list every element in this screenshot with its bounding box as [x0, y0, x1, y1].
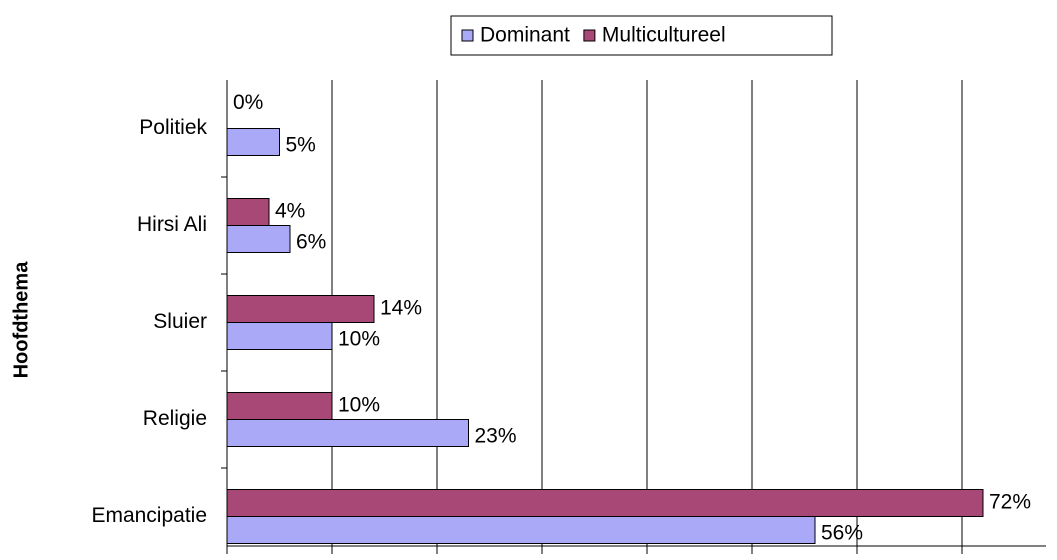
y-tick-label: Hirsi Ali [137, 213, 207, 236]
bar [226, 225, 291, 253]
data-label: 23% [475, 425, 517, 448]
bar [226, 198, 270, 226]
data-label: 14% [380, 297, 422, 320]
bar [226, 295, 375, 323]
legend-swatch [583, 29, 596, 42]
legend-swatch [461, 29, 474, 42]
bar [226, 516, 816, 544]
data-label: 4% [275, 200, 305, 223]
data-label: 10% [338, 394, 380, 417]
y-tick-label: Religie [143, 407, 207, 430]
bar [226, 489, 984, 517]
legend-label: Multicultureel [602, 24, 726, 47]
bar [226, 392, 333, 420]
y-tick-label: Emancipatie [91, 504, 207, 527]
data-label: 56% [821, 522, 863, 545]
data-label: 0% [233, 91, 263, 114]
bar [226, 322, 333, 350]
y-tick-label: Politiek [139, 116, 207, 139]
bar [226, 128, 280, 156]
data-label: 5% [286, 134, 316, 157]
y-axis-title: Hoofdthema [10, 261, 32, 379]
data-label: 6% [296, 231, 326, 254]
data-label: 72% [989, 491, 1031, 514]
legend-box [450, 15, 833, 56]
bar [226, 419, 469, 447]
y-tick-label: Sluier [153, 310, 207, 333]
legend-label: Dominant [480, 24, 570, 47]
data-label: 10% [338, 328, 380, 351]
